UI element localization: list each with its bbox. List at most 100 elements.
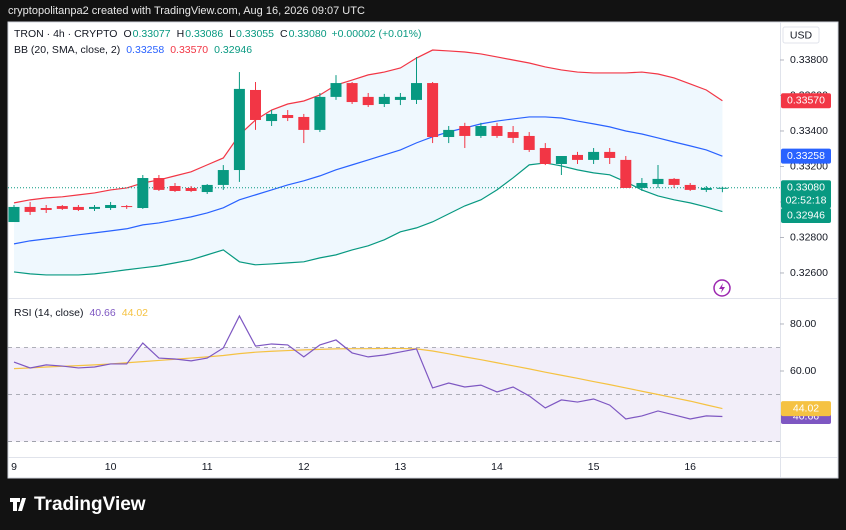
candle-body: [443, 129, 455, 138]
x-tick-label: 14: [491, 461, 503, 473]
candle-body: [411, 83, 422, 100]
ohlc-key: O: [123, 28, 131, 40]
brand: [10, 498, 26, 511]
candle-body: [217, 170, 229, 185]
legend: TRON · 4h · CRYPTO O0.33077 H0.33086 L0.330…: [14, 28, 421, 40]
candle-body: [394, 96, 406, 100]
candle-body: [201, 184, 213, 193]
indicator-title: BB (20, SMA, close, 2): [14, 44, 120, 56]
candle-body: [72, 206, 84, 210]
rsi-value: 40.66: [89, 307, 115, 319]
close-tag-bg: [781, 180, 831, 209]
x-tick-label: 12: [298, 461, 310, 473]
candle-body: [153, 178, 165, 190]
candle-body: [169, 186, 181, 191]
bb-line: [13, 49, 723, 204]
symbol: TRON · 4h · CRYPTO: [14, 28, 117, 40]
candle-body: [539, 148, 551, 164]
bb-line: [13, 162, 723, 276]
ohlc-key: H: [177, 28, 185, 40]
close-tag: 0.33080: [787, 182, 825, 194]
candle-body: [555, 156, 567, 164]
chart-panel: [7, 21, 839, 479]
ohlc-key: L: [229, 28, 235, 40]
candle-body: [362, 96, 374, 106]
indicator-value: 0.33258: [126, 44, 164, 56]
x-tick-label: 10: [105, 461, 117, 473]
brand-name: TradingView: [34, 494, 146, 515]
candle-body: [8, 206, 20, 223]
rsi-legend: RSI (14, close) 40.66 44.02: [14, 307, 148, 319]
indicator-value: 0.33570: [170, 44, 208, 56]
alert-icon[interactable]: [713, 279, 731, 297]
candle-body: [620, 159, 632, 188]
y-tick-label: 0.32800: [790, 231, 828, 243]
y-tick-label: 0.32600: [790, 267, 828, 279]
candle-body: [700, 187, 712, 190]
rsi-value: 44.02: [122, 307, 148, 319]
candle-body: [475, 126, 487, 136]
y-tick-label: 0.33400: [790, 125, 828, 137]
candle-body: [378, 96, 390, 105]
y-tick-label: 60.00: [790, 365, 816, 377]
x-tick-label: 9: [11, 461, 17, 473]
ohlc-key: C: [280, 28, 288, 40]
candle-body: [716, 187, 728, 189]
candle-body: [250, 89, 261, 120]
candle-body: [24, 206, 36, 212]
candle-body: [572, 154, 583, 160]
candle-body: [588, 151, 600, 160]
indicator-value: 0.32946: [214, 44, 252, 56]
price-tag-bg: [781, 93, 831, 109]
candle-body: [89, 206, 100, 209]
price-tag-bg: [781, 208, 831, 224]
candle-body: [684, 184, 696, 190]
candle-body: [185, 187, 197, 191]
x-tick-label: 15: [588, 461, 600, 473]
unit-box[interactable]: [782, 26, 820, 44]
brand-logo: [10, 498, 26, 511]
candle-body: [604, 151, 616, 158]
candle-body: [298, 116, 310, 130]
y-tick-label: 80.00: [790, 318, 816, 330]
y-tick-label: 0.33800: [790, 54, 828, 66]
bb-fill: [14, 50, 723, 275]
candle-body: [266, 113, 278, 122]
candle-body: [652, 178, 664, 185]
rsi-tag: 44.02: [793, 402, 819, 414]
candle-body: [105, 204, 117, 209]
x-tick-label: 11: [202, 461, 213, 473]
rsi-tag-bg: [781, 401, 831, 417]
price-tag: 0.33570: [787, 95, 825, 107]
candle-body: [346, 83, 358, 103]
candle-body: [56, 206, 68, 209]
candle-body: [121, 206, 133, 208]
bb-line: [13, 116, 723, 245]
header: cryptopolitanpa2 created with TradingVie…: [8, 5, 365, 17]
x-tick-label: 13: [395, 461, 407, 473]
ohlc-value: 0.33086: [185, 28, 223, 40]
change: +0.00002 (+0.01%): [332, 28, 422, 40]
candle-body: [636, 182, 648, 188]
candle-body: [523, 135, 535, 150]
rsi-line: [13, 314, 723, 420]
candle-body: [233, 88, 245, 171]
ohlc-value: 0.33055: [236, 28, 274, 40]
axis-unit: USD: [790, 29, 813, 41]
candle-body: [459, 126, 471, 136]
plots: 0.326000.328000.330000.332000.334000.336…: [8, 28, 831, 473]
price-tag: 0.32946: [787, 209, 825, 221]
rsi-title: RSI (14, close): [14, 307, 83, 319]
close-tag-sub: 02:52:18: [786, 195, 827, 207]
x-tick-label: 16: [684, 461, 696, 473]
candle-body: [137, 178, 149, 209]
ohlc-value: 0.33077: [133, 28, 171, 40]
candle-body: [282, 115, 294, 119]
candle-body: [40, 208, 52, 210]
candle-body: [314, 96, 326, 130]
indicator-legend: BB (20, SMA, close, 2) 0.33258 0.33570 0.32…: [14, 44, 252, 56]
candle-body: [507, 132, 519, 138]
ohlc-value: 0.33080: [289, 28, 327, 40]
candle-body: [427, 83, 439, 138]
